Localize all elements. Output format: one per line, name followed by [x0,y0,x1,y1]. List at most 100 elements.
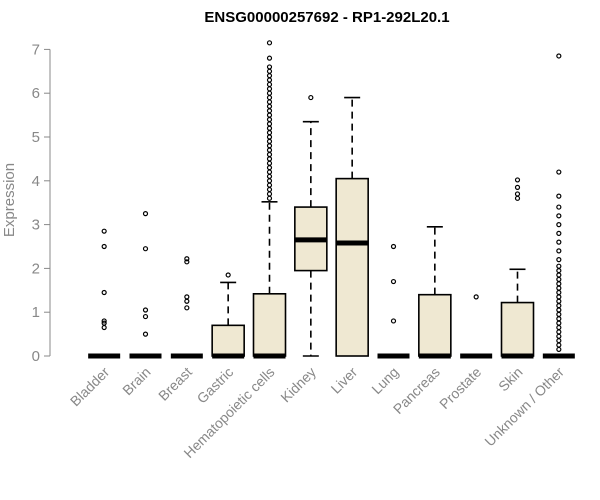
outlier-point [556,204,562,210]
iqr-box [211,324,245,357]
box-bladder [88,228,121,359]
outlier-point [556,213,562,219]
outlier-point [101,228,107,234]
outlier-point [184,259,190,265]
box-brain [129,211,162,359]
outlier-point [514,177,521,183]
outlier-point [556,169,562,175]
x-tick-label: Lung [368,364,401,397]
y-tick-label: 6 [32,85,40,102]
outlier-point [266,165,273,171]
outlier-point [266,178,273,184]
outlier-point [142,246,149,252]
outlier-point [556,307,562,313]
x-tick-label: Skin [495,364,526,395]
outlier-point [556,346,562,353]
axes: 0 1 2 3 4 5 6 7 [32,41,51,365]
outlier-point [266,138,273,144]
outlier-point [556,239,562,245]
outlier-point [556,329,562,335]
outlier-point [556,285,562,291]
box-breast [170,256,203,359]
outlier-point [556,230,562,236]
outlier-point [556,276,562,282]
outlier-point [266,68,273,74]
outlier-point [266,143,273,149]
outlier-point [266,186,273,193]
outlier-point [514,195,521,201]
outlier-point [142,211,149,217]
outlier-point [266,40,273,46]
outlier-point [184,305,190,311]
chart-title: ENSG00000257692 - RP1-292L20.1 [204,9,449,26]
outlier-point [556,303,562,309]
box-kidney [294,94,328,357]
x-tick-label: Kidney [277,364,319,406]
outlier-point [556,263,562,269]
outlier-point [101,289,107,296]
outlier-point [266,81,273,88]
iqr-box [418,293,452,357]
boxes-layer [88,40,575,359]
outlier-point [266,121,273,127]
outlier-point [184,294,190,300]
outlier-point [266,182,273,188]
x-tick-label: Breast [155,364,195,404]
x-tick-label: Prostate [436,364,484,412]
outlier-point [266,134,273,140]
outlier-point [556,248,562,254]
outlier-point [266,73,273,79]
outlier-point [514,191,521,197]
outlier-point [266,191,273,197]
outlier-point [142,331,149,337]
box-lung [377,243,410,359]
outlier-point [266,125,273,131]
box-pancreas [418,225,452,359]
outlier-point [266,103,273,109]
outlier-point [556,320,562,326]
box-hematopoietic-cells [252,40,287,359]
outlier-point [390,278,397,285]
outlier-point [266,112,273,118]
outlier-point [266,169,273,175]
y-axis-label: Expression [1,163,18,237]
outlier-point [556,272,562,278]
outlier-point [390,318,397,324]
outlier-point [266,99,273,105]
outlier-point [266,195,273,201]
outlier-point [266,173,273,180]
iqr-box [252,293,287,357]
outlier-point [266,116,273,123]
iqr-box [335,177,369,357]
outlier-point [225,272,231,278]
iqr-box [500,301,535,357]
box-prostate [460,294,493,359]
y-tick-label: 5 [32,129,40,146]
outlier-point [308,94,314,101]
y-tick-label: 1 [32,304,40,321]
outlier-point [184,256,190,262]
y-tick-label: 0 [32,348,40,365]
outlier-point [266,108,273,114]
outlier-point [556,342,562,348]
outlier-point [184,298,190,304]
outlier-point [142,307,149,313]
box-skin [500,177,535,359]
y-tick-label: 2 [32,260,40,277]
outlier-point [556,294,562,300]
x-tick-label: Brain [119,364,153,398]
outlier-point [266,130,273,136]
y-tick-label: 7 [32,41,40,58]
outlier-point [266,86,273,92]
outlier-point [266,160,273,166]
box-gastric [211,272,245,359]
outlier-point [101,243,107,250]
outlier-point [266,90,273,96]
outlier-point [266,156,273,162]
outlier-point [473,294,479,300]
box-liver [335,96,369,357]
outlier-point [101,320,107,326]
x-tick-label: Bladder [67,364,113,410]
outlier-point [556,298,562,304]
